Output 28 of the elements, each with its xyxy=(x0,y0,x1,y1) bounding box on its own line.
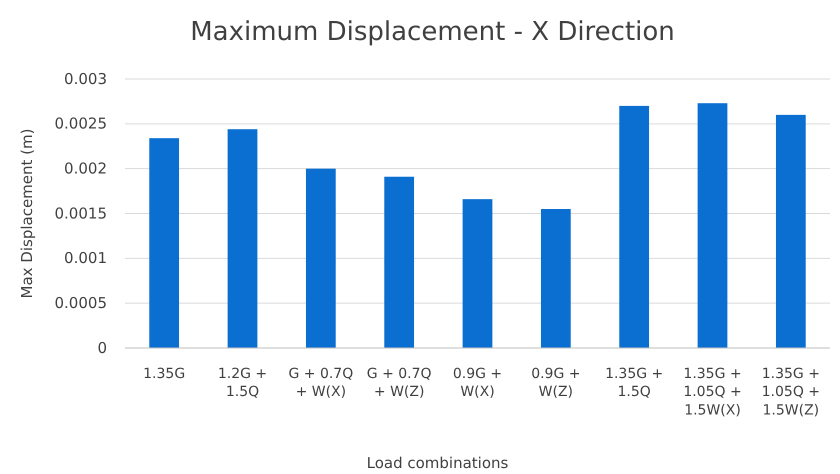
x-tick-label: 1.35G + 1.5Q xyxy=(605,366,664,400)
bar xyxy=(228,129,258,348)
y-axis-title: Max Displacement (m) xyxy=(18,128,36,298)
x-tick-label: 1.2G + 1.5Q xyxy=(218,366,268,400)
bar xyxy=(698,103,728,348)
x-tick-label: 0.9G + W(Z) xyxy=(531,366,580,400)
y-tick-label: 0.0025 xyxy=(54,114,107,133)
x-axis-title: Load combinations xyxy=(366,454,509,472)
x-tick-label: 1.35G + 1.05Q + 1.5W(X) xyxy=(683,366,742,418)
bar xyxy=(540,209,571,348)
y-tick-label: 0.002 xyxy=(64,159,107,178)
bar xyxy=(306,168,336,348)
y-tick-label: 0.0015 xyxy=(54,204,107,222)
bar xyxy=(149,138,180,348)
y-tick-label: 0.003 xyxy=(64,70,107,88)
bar xyxy=(462,199,492,348)
x-tick-label: 1.35G + 1.05Q + 1.5W(Z) xyxy=(762,366,820,418)
x-tick-label: G + 0.7Q + W(X) xyxy=(288,366,354,400)
x-tick-label: G + 0.7Q + W(Z) xyxy=(366,366,432,400)
x-tick-label: 0.9G + W(X) xyxy=(452,366,502,400)
bar xyxy=(619,106,650,348)
bar xyxy=(384,176,414,348)
bar xyxy=(776,114,806,348)
chart-title: Maximum Displacement - X Direction xyxy=(190,17,675,47)
y-tick-label: 0.001 xyxy=(64,249,107,268)
y-tick-label: 0 xyxy=(97,338,107,357)
x-tick-label: 1.35G xyxy=(143,366,186,382)
y-tick-label: 0.0005 xyxy=(54,294,107,312)
